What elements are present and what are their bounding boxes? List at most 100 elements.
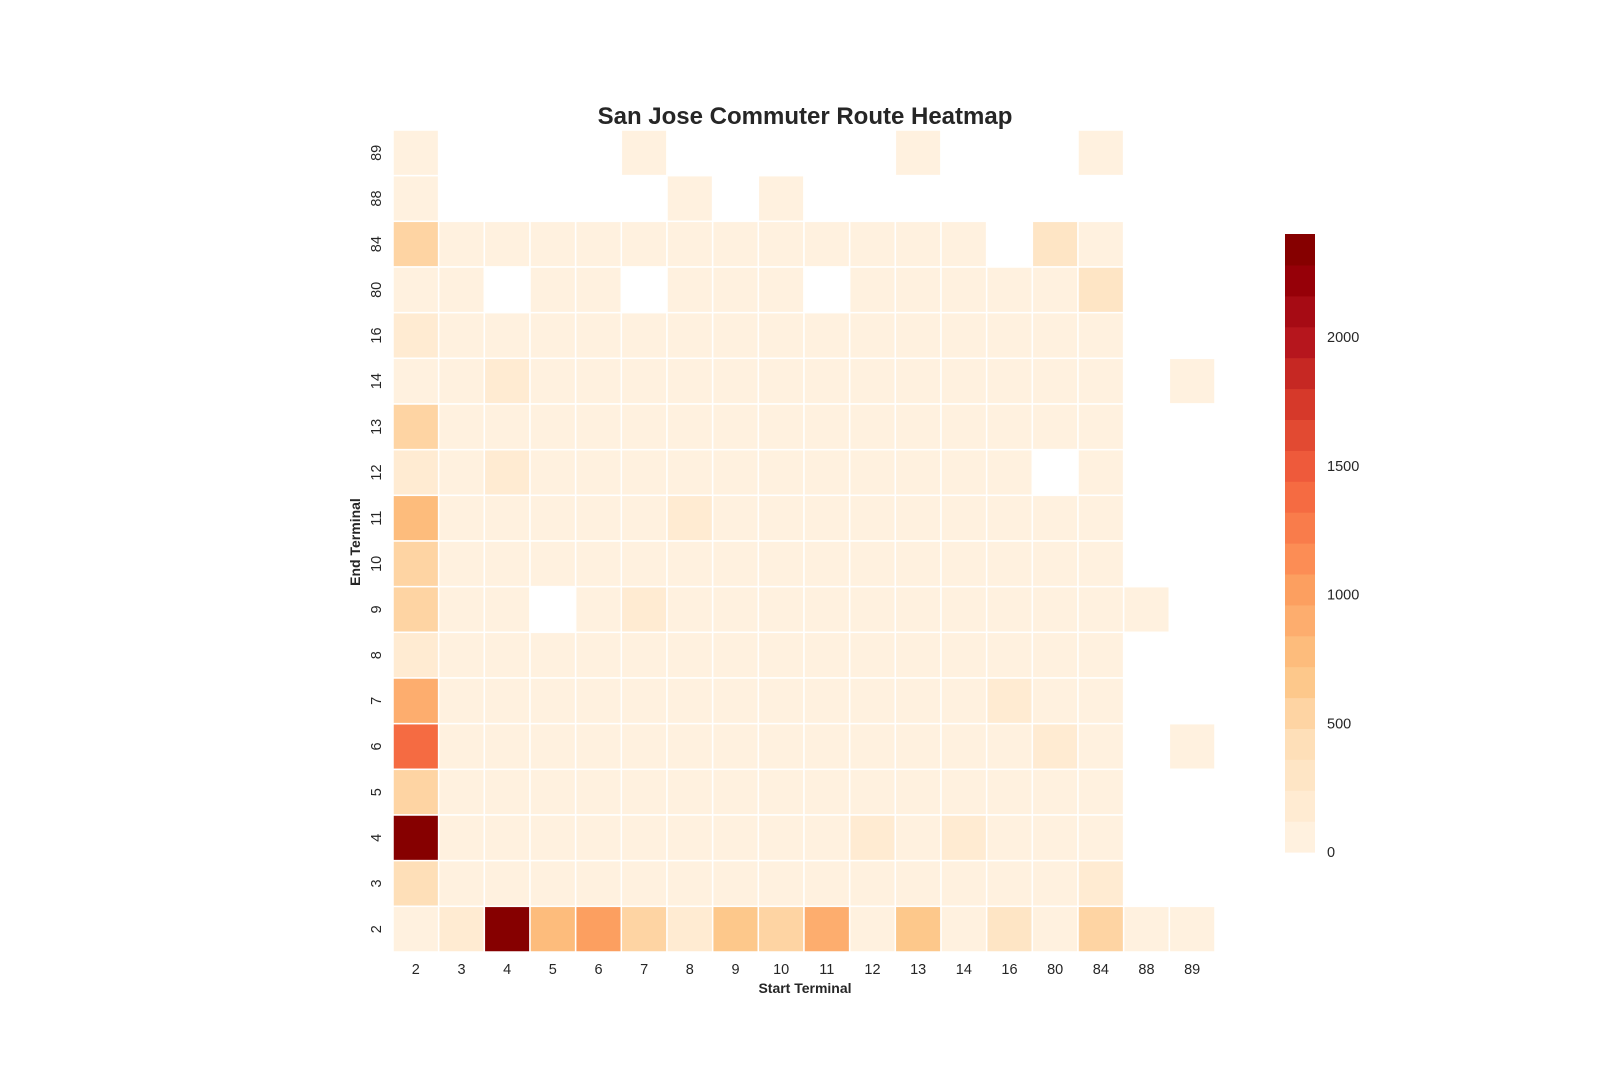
x-tick-label: 9 (731, 962, 739, 978)
heatmap-cell (757, 814, 805, 862)
heatmap-cell (666, 540, 714, 588)
heatmap-cell (1168, 722, 1216, 771)
heatmap-cell (392, 814, 440, 862)
heatmap-cell (529, 768, 577, 816)
heatmap-cell (1031, 540, 1079, 588)
heatmap-cell (803, 859, 851, 908)
heatmap-cell (574, 905, 623, 953)
heatmap-cell (803, 403, 851, 451)
y-tick-label: 11 (369, 511, 385, 526)
heatmap-cell (666, 266, 714, 314)
heatmap-cell (711, 357, 760, 405)
heatmap-cell (1031, 905, 1079, 953)
heatmap-cell (985, 174, 1034, 223)
heatmap-cell (1077, 677, 1125, 725)
heatmap-cell (574, 768, 623, 816)
heatmap-cell (757, 494, 805, 542)
heatmap-cell (1168, 220, 1216, 268)
heatmap-cell (483, 494, 531, 542)
heatmap-cell (803, 448, 851, 497)
x-tick-label: 88 (1138, 962, 1154, 978)
heatmap-cell (666, 403, 714, 451)
heatmap-cell (1168, 814, 1216, 862)
heatmap-cell (757, 311, 805, 360)
heatmap-cell (848, 585, 897, 634)
heatmap-cell (803, 357, 851, 405)
heatmap-cell (666, 494, 714, 542)
heatmap-cell (483, 768, 531, 816)
heatmap-cell (757, 403, 805, 451)
heatmap-cell (757, 631, 805, 679)
heatmap-cell (940, 357, 988, 405)
heatmap-cell (940, 859, 988, 908)
heatmap-cell (803, 129, 851, 177)
heatmap-cell (392, 311, 440, 360)
x-tick-label: 11 (819, 962, 834, 978)
heatmap-cell (483, 448, 531, 497)
heatmap-cell (574, 631, 623, 679)
heatmap-cell (392, 540, 440, 588)
heatmap-cell (1077, 357, 1125, 405)
heatmap-cell (848, 403, 897, 451)
heatmap-cell (620, 174, 668, 223)
heatmap-cell (1122, 585, 1171, 634)
heatmap-cell (848, 540, 897, 588)
heatmap-cell (1077, 311, 1125, 360)
heatmap-cell (1031, 814, 1079, 862)
heatmap-cell (985, 814, 1034, 862)
heatmap-cell (620, 768, 668, 816)
heatmap-cell (620, 905, 668, 953)
heatmap-cell (757, 357, 805, 405)
heatmap-cell (985, 220, 1034, 268)
heatmap-cell (1168, 357, 1216, 405)
heatmap-cell (1077, 220, 1125, 268)
heatmap-cell (757, 677, 805, 725)
heatmap-cell (757, 266, 805, 314)
heatmap-cell (620, 677, 668, 725)
colorbar-segment (1285, 573, 1315, 606)
heatmap-cell (1168, 585, 1216, 634)
y-tick-label: 10 (369, 556, 385, 572)
y-tick-label: 4 (369, 834, 385, 842)
heatmap-cell (1077, 585, 1125, 634)
heatmap-cell (803, 814, 851, 862)
heatmap-cell (894, 174, 942, 223)
y-tick-label: 13 (369, 419, 385, 435)
heatmap-cell (1077, 768, 1125, 816)
heatmap-cell (757, 585, 805, 634)
colorbar-segment (1285, 234, 1315, 266)
heatmap-cell (1168, 448, 1216, 497)
heatmap-cell (803, 494, 851, 542)
heatmap-cell (894, 677, 942, 725)
colorbar-segment (1285, 295, 1315, 328)
heatmap-cell (985, 631, 1034, 679)
heatmap-cell (483, 540, 531, 588)
heatmap-cell (1122, 357, 1171, 405)
heatmap-cell (1031, 859, 1079, 908)
heatmap-cell (848, 448, 897, 497)
colorbar-segment (1285, 481, 1315, 513)
colorbar-segment (1285, 821, 1315, 853)
heatmap-cell (1122, 905, 1171, 953)
heatmap-cell (1122, 494, 1171, 542)
heatmap-cell (437, 585, 486, 634)
heatmap-cell (574, 174, 623, 223)
heatmap-cell (711, 540, 760, 588)
heatmap-cell (1168, 494, 1216, 542)
heatmap-cell (711, 768, 760, 816)
heatmap-cell (1168, 311, 1216, 360)
heatmap-cell (1077, 174, 1125, 223)
colorbar-segment (1285, 728, 1315, 760)
heatmap-cell (940, 722, 988, 771)
heatmap-cells (392, 129, 1216, 953)
heatmap-cell (711, 585, 760, 634)
x-tick-label: 6 (594, 962, 602, 978)
heatmap-cell (1077, 494, 1125, 542)
heatmap-cell (1077, 631, 1125, 679)
heatmap-cell (894, 814, 942, 862)
heatmap-cell (803, 311, 851, 360)
colorbar-segment (1285, 666, 1315, 699)
heatmap-cell (940, 129, 988, 177)
heatmap-cell (574, 722, 623, 771)
heatmap-cell (1122, 311, 1171, 360)
